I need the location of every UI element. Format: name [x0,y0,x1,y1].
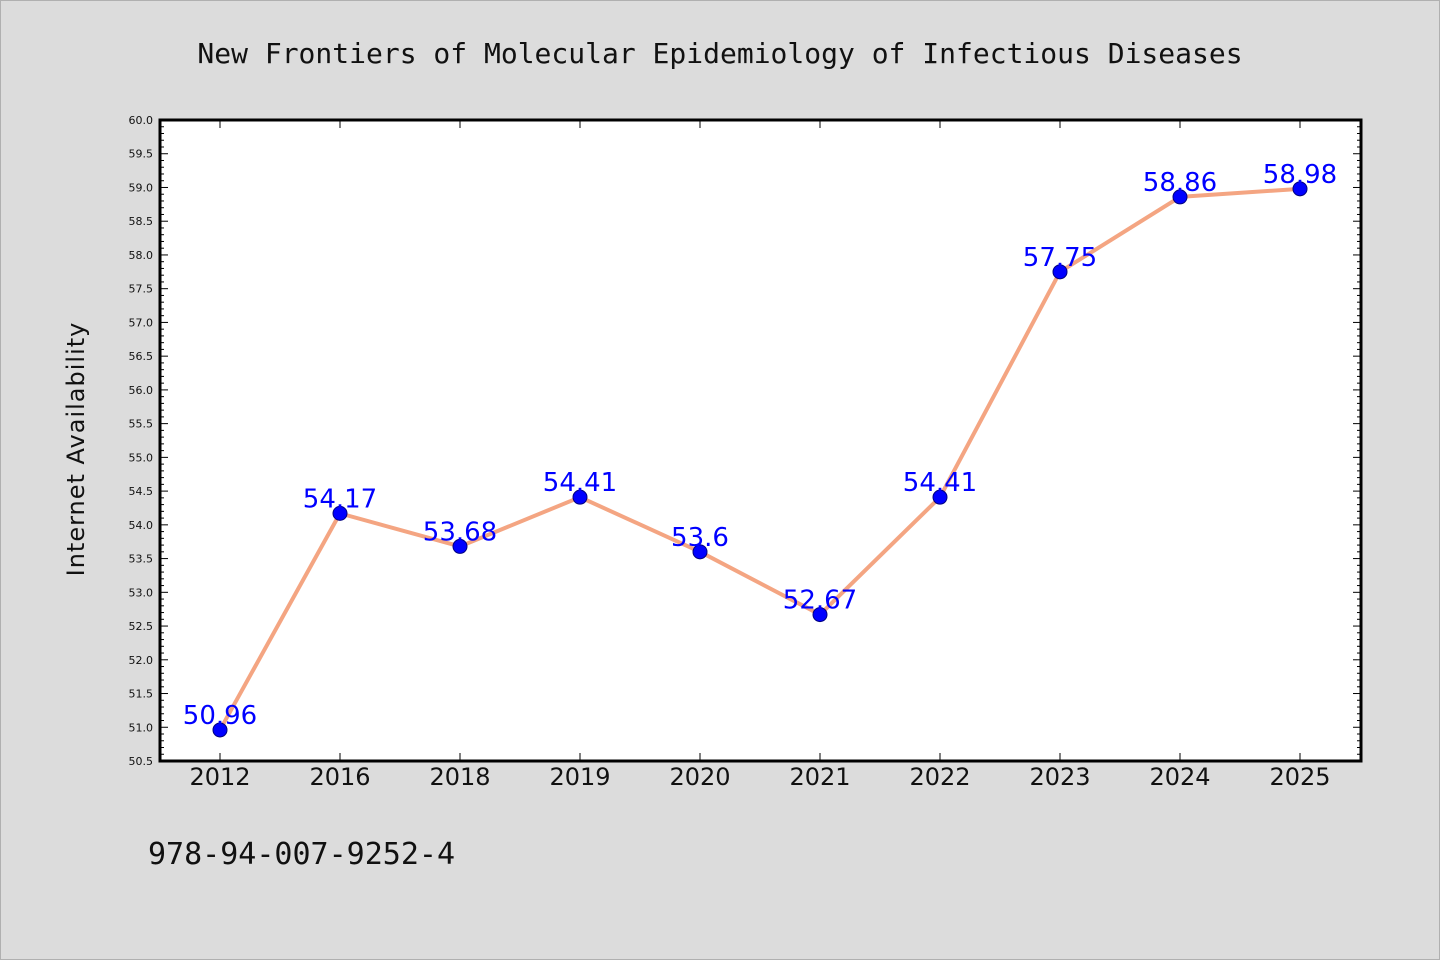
y-tick-label: 51.5 [129,688,154,701]
data-label: 54.17 [303,484,377,514]
data-label-layer: 50.96 54.17 53.68 54.41 53.6 52.67 54.41 57.75 5… [183,160,1337,731]
x-tick-label: 2019 [549,763,610,791]
y-tick-label: 57.5 [129,283,154,296]
chart-title: New Frontiers of Molecular Epidemiology … [197,37,1242,70]
y-tick-label: 52.5 [129,620,154,633]
y-tick-label: 60.0 [129,114,154,127]
y-axis: 50.5 51.0 51.5 52.0 52.5 53.0 53.5 54.0 54.5 55.0… [129,114,1361,768]
data-label: 54.41 [543,468,617,498]
plot-area [158,118,1363,763]
data-point [452,538,468,554]
y-tick-label: 54.0 [129,519,154,532]
data-point [212,722,228,738]
data-label: 53.68 [423,517,497,547]
x-tick-label: 2022 [909,763,970,791]
data-point [332,505,348,521]
caption-text: 978-94-007-9252-4 [148,837,455,872]
data-label: 53.6 [671,523,729,553]
data-point [1052,264,1068,280]
data-point [932,489,948,505]
y-tick-label: 57.0 [129,316,154,329]
data-point [692,544,708,560]
y-tick-label: 59.0 [129,181,154,194]
y-tick-label: 58.0 [129,249,154,262]
y-tick-label: 53.0 [129,586,154,599]
x-tick-label: 2018 [429,763,490,791]
x-tick-label: 2021 [789,763,850,791]
series-line [218,186,1302,732]
data-label: 57.75 [1023,243,1097,273]
x-tick-label: 2025 [1269,763,1330,791]
y-tick-label: 55.5 [129,418,154,431]
x-tick-label: 2016 [309,763,370,791]
x-tick-label: 2023 [1029,763,1090,791]
data-point [572,489,588,505]
data-label: 54.41 [903,468,977,498]
y-tick-label: 59.5 [129,148,154,161]
data-point [1292,181,1308,197]
y-tick-label: 51.0 [129,721,154,734]
y-axis-label: Internet Availability [62,322,90,577]
series-layer [212,181,1308,738]
data-point [1172,189,1188,205]
x-axis: 2012 2016 2018 2019 2020 2021 2022 2023 2024 2025 [189,120,1331,791]
data-label: 58.98 [1263,160,1337,190]
y-tick-label: 58.5 [129,215,154,228]
data-point [812,607,828,623]
data-label: 50.96 [183,701,257,731]
y-tick-label: 53.5 [129,553,154,566]
y-tick-label: 56.0 [129,384,154,397]
y-tick-label: 50.5 [129,755,154,768]
data-label: 58.86 [1143,168,1217,198]
data-label: 52.67 [783,586,857,616]
x-tick-label: 2012 [189,763,250,791]
x-tick-label: 2024 [1149,763,1210,791]
y-tick-label: 56.5 [129,350,154,363]
y-tick-label: 54.5 [129,485,154,498]
x-tick-label: 2020 [669,763,730,791]
y-tick-label: 55.0 [129,451,154,464]
y-tick-label: 52.0 [129,654,154,667]
